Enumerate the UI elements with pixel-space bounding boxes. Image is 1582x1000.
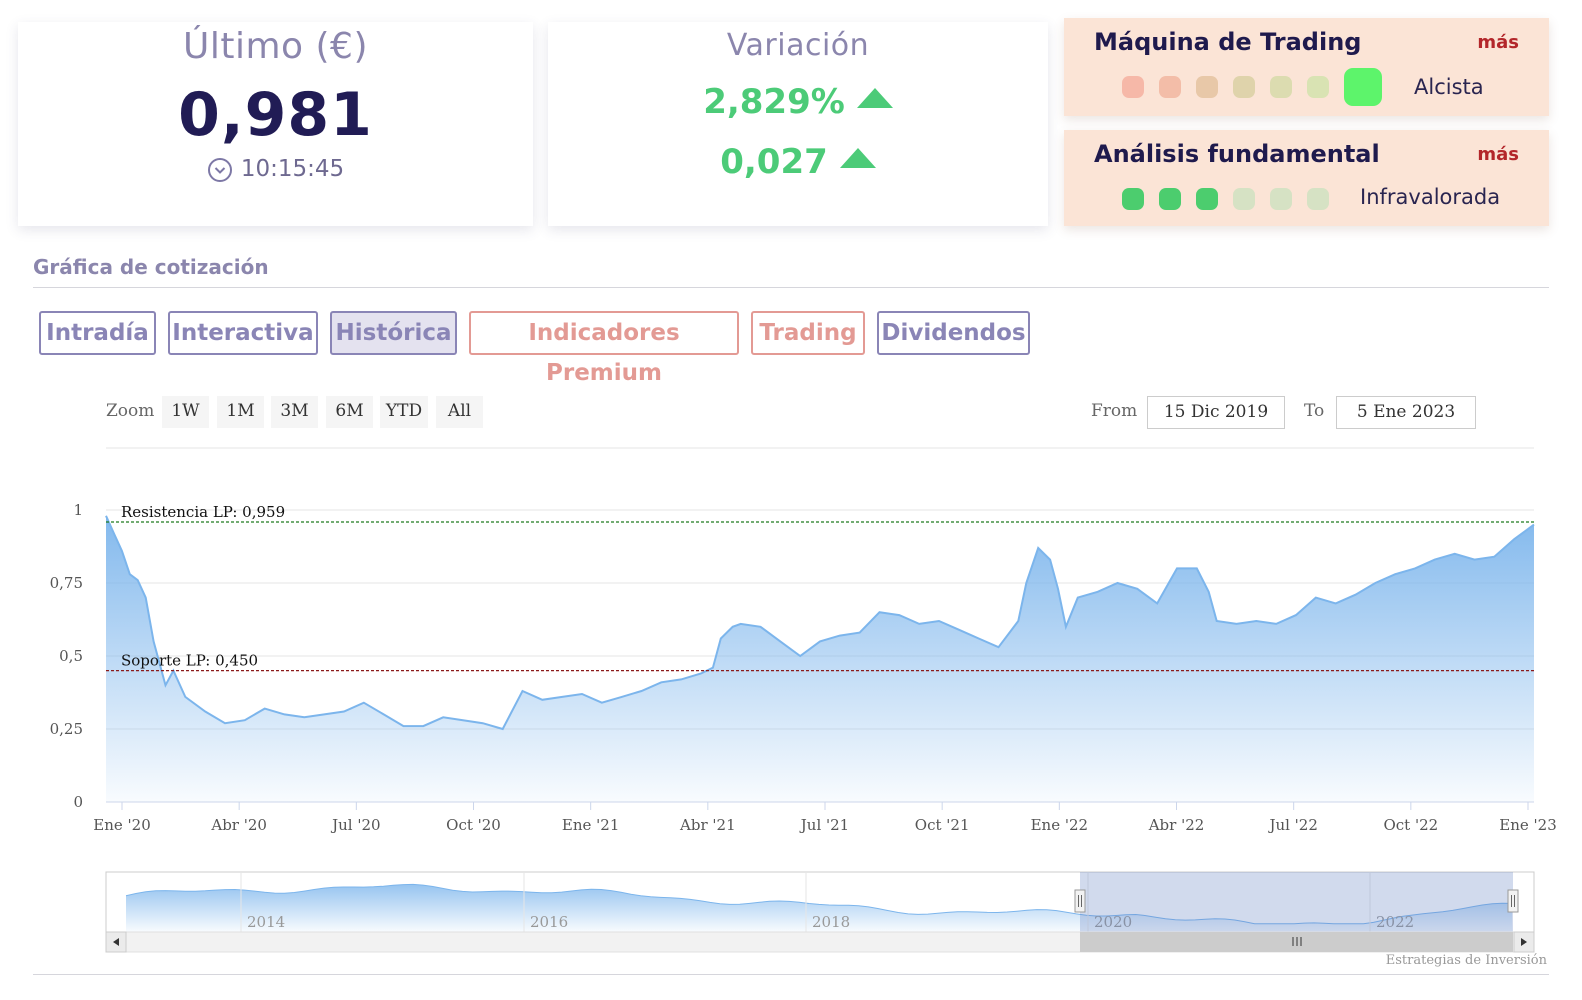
bottom-divider — [33, 974, 1549, 975]
navigator-year-label: 2018 — [812, 913, 850, 931]
navigator-area — [126, 884, 1512, 932]
last-price-time-row: 10:15:45 — [18, 156, 533, 183]
price-chart[interactable]: 0 0,25 0,5 0,75 1 Ene '20 Abr '20 Jul '20 Oct '2… — [0, 440, 1582, 960]
price-area — [106, 515, 1534, 802]
clock-icon — [207, 157, 232, 182]
last-price-title: Último (€) — [183, 26, 368, 67]
x-tick-label: Ene '20 — [93, 816, 150, 834]
variation-percent-row: 2,829% — [548, 82, 1048, 122]
navigator-year-label: 2022 — [1376, 913, 1414, 931]
x-tick-label: Oct '22 — [1383, 816, 1438, 834]
x-tick-label: Abr '20 — [210, 816, 267, 834]
variation-absolute-row: 0,027 — [548, 142, 1048, 182]
trading-machine-title: Máquina de Trading — [1094, 28, 1362, 56]
trading-status: Alcista — [1414, 75, 1484, 99]
fund-signal-dot — [1233, 188, 1255, 210]
x-tick-label: Jul '22 — [1267, 816, 1317, 834]
x-tick-label: Jul '21 — [799, 816, 849, 834]
fund-signal-dot — [1270, 188, 1292, 210]
to-date-input[interactable]: 5 Ene 2023 — [1336, 396, 1476, 429]
trading-machine-card: Máquina de Trading más Alcista — [1064, 18, 1549, 116]
fundamental-analysis-card: Análisis fundamental más Infravalorada — [1064, 130, 1549, 226]
trading-signal-dot — [1159, 76, 1181, 98]
x-tick-label: Abr '21 — [679, 816, 736, 834]
support-label: Soporte LP: 0,450 — [121, 652, 258, 670]
x-tick-label: Jul '20 — [330, 816, 380, 834]
trading-more-link[interactable]: más — [1477, 32, 1519, 53]
chart-credit: Estrategias de Inversión — [1385, 953, 1547, 968]
from-date-input[interactable]: 15 Dic 2019 — [1147, 396, 1285, 429]
arrow-up-icon — [839, 147, 876, 168]
x-tick-label: Ene '22 — [1031, 816, 1088, 834]
variation-title: Variación — [726, 28, 870, 63]
tab-intradia[interactable]: Intradía — [39, 311, 156, 355]
price-line — [105, 515, 1535, 731]
handle-body — [1507, 889, 1519, 913]
variation-percent: 2,829% — [703, 82, 845, 122]
from-label: From — [1091, 401, 1138, 421]
last-price-card: Último (€) 0,981 10:15:45 — [18, 22, 533, 226]
navigator-left-handle[interactable] — [1074, 889, 1086, 913]
fund-signal-dot — [1196, 188, 1218, 210]
to-label: To — [1304, 401, 1325, 421]
zoom-label: Zoom — [106, 401, 155, 421]
navigator-right-handle[interactable] — [1507, 889, 1519, 913]
tab-dividendos[interactable]: Dividendos — [877, 311, 1030, 355]
trading-signal-dot — [1122, 76, 1144, 98]
navigator-year-label: 2016 — [530, 913, 568, 931]
x-tick-label: Abr '22 — [1148, 816, 1205, 834]
fundamental-analysis-title: Análisis fundamental — [1094, 140, 1380, 168]
fundamental-more-link[interactable]: más — [1477, 144, 1519, 165]
y-tick-label: 0,75 — [50, 574, 83, 592]
zoom-1w-button[interactable]: 1W — [162, 396, 209, 428]
trading-signal-dot — [1307, 76, 1329, 98]
navigator-line — [125, 883, 1513, 925]
variation-absolute: 0,027 — [720, 142, 828, 182]
fund-signal-dot — [1159, 188, 1181, 210]
last-price-time: 10:15:45 — [240, 156, 345, 182]
last-price-value: 0,981 — [178, 80, 373, 150]
tab-indicadores-premium[interactable]: Indicadores Premium — [469, 311, 739, 386]
trading-signal-dot — [1233, 76, 1255, 98]
fundamental-status: Infravalorada — [1360, 185, 1501, 209]
trading-signal-dot — [1344, 68, 1382, 106]
y-tick-label: 0,25 — [50, 720, 83, 738]
x-tick-label: Oct '20 — [446, 816, 501, 834]
tab-historica[interactable]: Histórica — [330, 311, 457, 355]
zoom-ytd-button[interactable]: YTD — [380, 396, 428, 428]
trading-signal-dot — [1196, 76, 1218, 98]
y-tick-label: 0 — [73, 793, 83, 811]
navigator-year-label: 2014 — [247, 913, 285, 931]
tab-trading[interactable]: Trading — [751, 311, 865, 355]
fund-signal-dot — [1307, 188, 1329, 210]
variation-card: Variación 2,829% 0,027 — [548, 22, 1048, 226]
zoom-all-button[interactable]: All — [436, 396, 483, 428]
arrow-up-icon — [856, 87, 893, 108]
fund-signal-dot — [1122, 188, 1144, 210]
x-tick-label: Ene '21 — [562, 816, 619, 834]
x-tick-label: Oct '21 — [915, 816, 970, 834]
zoom-3m-button[interactable]: 3M — [271, 396, 318, 428]
arrow-left-icon — [113, 938, 119, 946]
y-tick-label: 1 — [73, 501, 83, 519]
arrow-right-icon — [1521, 938, 1527, 946]
zoom-6m-button[interactable]: 6M — [326, 396, 373, 428]
navigator-year-label: 2020 — [1094, 913, 1132, 931]
handle-body — [1074, 889, 1086, 913]
section-divider — [33, 287, 1549, 288]
tab-interactiva[interactable]: Interactiva — [168, 311, 318, 355]
resistance-label: Resistencia LP: 0,959 — [121, 503, 285, 521]
navigator-selection — [1080, 872, 1513, 932]
trading-signal-dot — [1270, 76, 1292, 98]
section-title: Gráfica de cotización — [33, 255, 269, 279]
x-tick-label: Ene '23 — [1499, 816, 1556, 834]
zoom-1m-button[interactable]: 1M — [217, 396, 264, 428]
y-tick-label: 0,5 — [59, 647, 83, 665]
